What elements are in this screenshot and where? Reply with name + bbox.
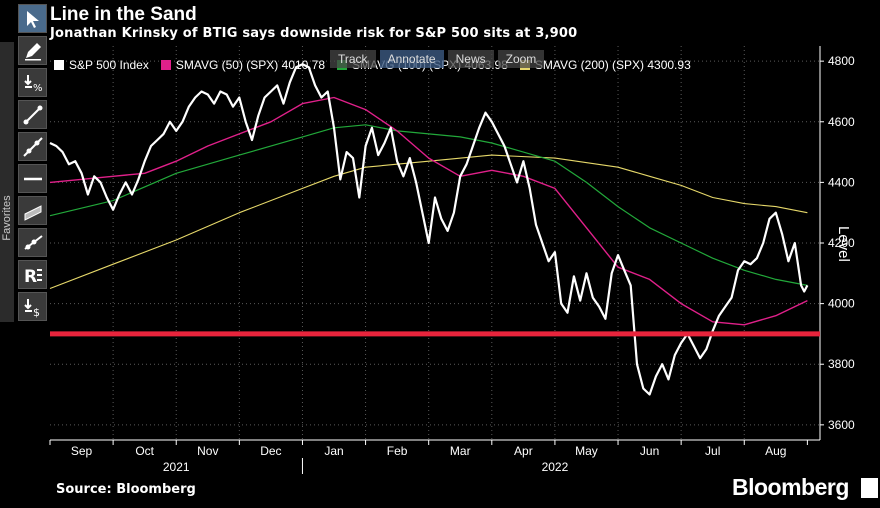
bloomberg-logo-icon [861,478,878,498]
line-icon [23,105,42,124]
pencil-tool-button[interactable] [18,36,47,65]
legend-swatch [54,60,64,70]
pencil-icon [24,42,41,60]
chart-title: Line in the Sand [50,4,197,25]
overlay-annotate-button[interactable]: Annotate [379,50,444,68]
horizontal-line-icon [23,177,42,180]
series-line-sma50[interactable] [49,96,808,326]
overlay-menu: Track Annotate News Zoom [330,50,548,68]
x-tick-label: Jun [640,444,659,458]
legend-label: SMAVG (50) (SPX) 4010.78 [175,58,326,72]
channel-tool-button[interactable] [18,196,47,225]
percent-icon: % [23,74,43,94]
overlay-news-button[interactable]: News [447,50,494,68]
ray-icon [23,234,43,250]
y-tick-label: 4600 [828,115,855,129]
extended-line-tool-button[interactable] [18,132,47,161]
x-tick-label: Feb [387,444,408,458]
ray-tool-button[interactable] [18,228,47,257]
regression-icon: R [24,267,42,286]
series-line-price[interactable] [49,63,809,396]
legend-item[interactable]: SMAVG (50) (SPX) 4010.78 [160,58,326,72]
year-label: 2022 [542,460,569,474]
y-tick-label: 3800 [828,357,855,371]
x-tick-label: Nov [197,444,218,458]
x-tick-label: Mar [450,444,471,458]
svg-text:R: R [24,267,37,286]
x-tick-label: Jul [705,444,720,458]
chart-subtitle: Jonathan Krinsky of BTIG says downside r… [50,26,578,41]
legend-item[interactable]: S&P 500 Index [54,58,149,72]
horizontal-line-tool-button[interactable] [18,164,47,193]
series-line-sma200[interactable] [49,154,808,290]
x-tick-label: Sep [71,444,93,458]
overlay-zoom-button[interactable]: Zoom [497,50,545,68]
overlay-track-button[interactable]: Track [330,50,376,68]
x-tick-label: Aug [765,444,786,458]
x-tick-label: Apr [514,444,533,458]
cursor-icon [26,10,39,28]
y-tick-label: 4200 [828,236,855,250]
extended-line-icon [22,136,43,157]
drawing-toolbar: % R $ [0,0,48,322]
svg-text:$: $ [33,306,40,318]
cursor-tool-button[interactable] [18,4,47,33]
x-tick-label: Jan [324,444,343,458]
legend-swatch [160,60,171,70]
channel-icon [24,204,41,221]
legend-label: SMAVG (200) (SPX) 4300.93 [534,58,691,72]
line-tool-button[interactable] [18,100,47,129]
bloomberg-logo: Bloomberg [732,474,849,500]
y-tick-label: 3600 [828,418,855,432]
y-tick-label: 4400 [828,175,855,189]
percent-tool-button[interactable]: % [18,68,47,97]
x-tick-label: May [575,444,598,458]
source-note: Source: Bloomberg [56,482,196,497]
svg-text:%: % [33,83,43,94]
year-label: 2021 [163,460,190,474]
dollar-tool-button[interactable]: $ [18,292,47,321]
y-tick-label: 4000 [828,297,855,311]
dollar-icon: $ [23,298,40,318]
y-axis-label: Level [835,226,852,262]
regression-tool-button[interactable]: R [18,260,47,289]
x-tick-label: Dec [260,444,281,458]
favorites-panel[interactable]: Favorites [0,42,14,322]
legend-label: S&P 500 Index [69,58,149,72]
series-line-sma100[interactable] [49,124,808,286]
y-tick-label: 4800 [828,54,855,68]
x-tick-label: Oct [135,444,154,458]
